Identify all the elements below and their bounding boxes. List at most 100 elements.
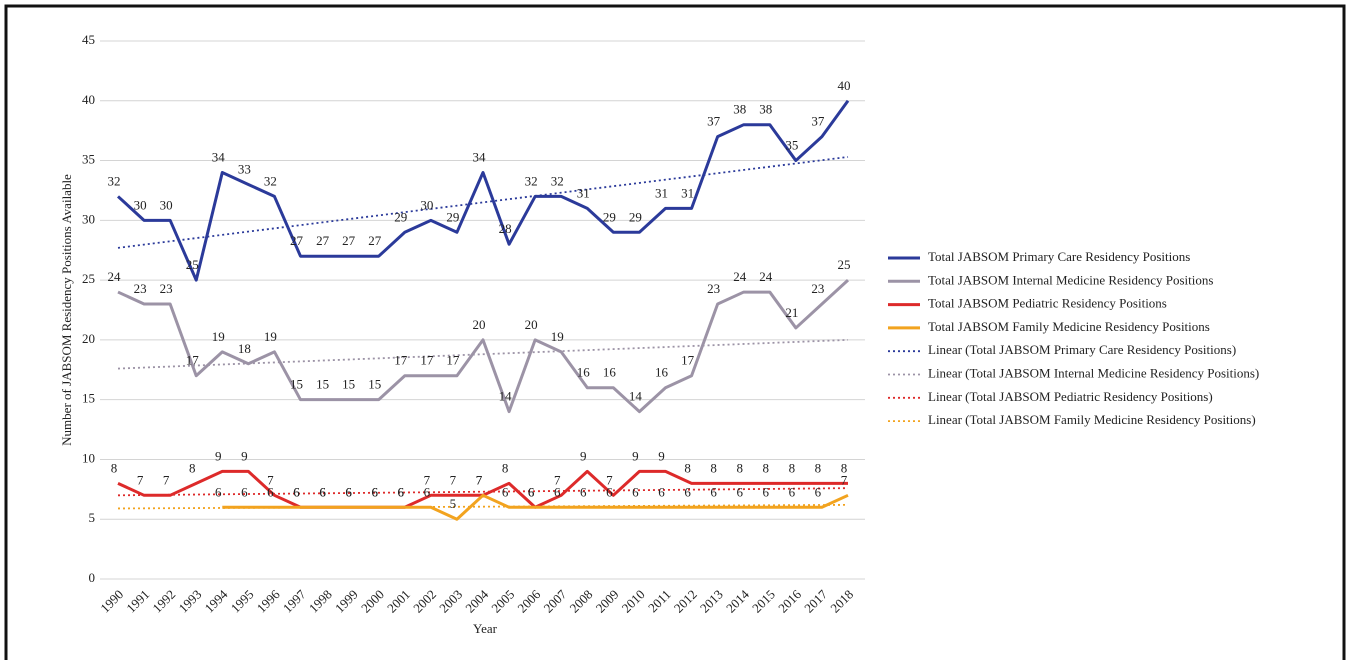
- x-tick-label: 1997: [280, 586, 309, 615]
- data-label: 8: [815, 460, 822, 475]
- data-label: 7: [554, 472, 561, 487]
- data-label: 8: [710, 460, 717, 475]
- series-line: [116, 99, 850, 282]
- data-label: 23: [134, 281, 147, 296]
- trendline: [117, 156, 849, 249]
- data-label: 6: [241, 484, 248, 499]
- x-tick-label: 2007: [540, 586, 569, 615]
- data-label: 9: [658, 448, 665, 463]
- data-label: 8: [684, 460, 691, 475]
- data-label: 6: [580, 484, 587, 499]
- data-label: 17: [394, 353, 408, 368]
- legend-label: Total JABSOM Pediatric Residency Positio…: [928, 296, 1167, 311]
- data-label: 16: [577, 365, 591, 380]
- x-tick-label: 2002: [410, 587, 439, 616]
- data-label: 24: [759, 269, 773, 284]
- data-label: 7: [424, 472, 431, 487]
- data-label: 6: [345, 484, 352, 499]
- data-label: 8: [189, 460, 196, 475]
- x-tick-label: 2010: [619, 587, 648, 616]
- data-label: 7: [450, 472, 457, 487]
- data-label: 32: [551, 173, 564, 188]
- x-tick-label: 2013: [697, 587, 726, 616]
- data-label: 34: [473, 149, 487, 164]
- data-label: 31: [577, 185, 590, 200]
- y-tick-label: 15: [82, 391, 95, 406]
- data-label: 5: [450, 496, 457, 511]
- data-label: 14: [499, 389, 513, 404]
- x-tick-label: 1991: [123, 587, 152, 616]
- y-tick-label: 40: [82, 92, 95, 107]
- data-label: 17: [446, 353, 460, 368]
- data-label: 6: [632, 484, 639, 499]
- data-label: 6: [345, 484, 352, 499]
- trendline: [117, 487, 849, 497]
- data-label: 7: [841, 472, 848, 487]
- data-label: 15: [368, 377, 381, 392]
- x-tick-label: 2001: [384, 587, 413, 616]
- y-tick-label: 30: [82, 211, 95, 226]
- x-tick-label: 2006: [514, 586, 543, 615]
- data-label: 7: [476, 472, 483, 487]
- data-label: 7: [163, 472, 170, 487]
- data-label: 8: [111, 460, 118, 475]
- data-label: 6: [815, 484, 822, 499]
- data-label: 29: [629, 209, 642, 224]
- x-tick-label: 2011: [645, 587, 674, 616]
- y-tick-label: 10: [82, 450, 95, 465]
- y-axis-label: Number of JABSOM Residency Positions Ava…: [59, 174, 74, 446]
- data-label: 31: [681, 185, 694, 200]
- data-label: 6: [371, 484, 378, 499]
- data-label: 17: [420, 353, 434, 368]
- data-label: 25: [186, 257, 199, 272]
- x-tick-label: 2009: [593, 587, 622, 616]
- data-label: 29: [394, 209, 407, 224]
- y-tick-label: 20: [82, 331, 95, 346]
- x-tick-label: 1994: [202, 586, 231, 615]
- data-label: 6: [267, 484, 274, 499]
- data-label: 6: [736, 484, 743, 499]
- data-label: 30: [420, 197, 433, 212]
- x-tick-label: 2003: [436, 587, 465, 616]
- data-label: 7: [137, 472, 144, 487]
- data-label: 9: [215, 448, 222, 463]
- data-label: 18: [238, 341, 251, 356]
- data-label: 37: [811, 114, 825, 129]
- data-label: 17: [681, 353, 695, 368]
- x-tick-label: 1995: [228, 587, 257, 616]
- data-label: 6: [319, 484, 326, 499]
- data-label: 8: [763, 460, 770, 475]
- x-tick-label: 1999: [332, 587, 361, 616]
- data-label: 8: [841, 460, 848, 475]
- data-label: 6: [502, 484, 509, 499]
- data-label: 38: [759, 102, 772, 117]
- legend-label: Linear (Total JABSOM Internal Medicine R…: [928, 365, 1259, 380]
- data-label: 28: [499, 221, 512, 236]
- x-tick-label: 1996: [254, 586, 283, 615]
- data-label: 15: [290, 377, 303, 392]
- data-label: 40: [838, 78, 851, 93]
- data-label: 25: [838, 257, 851, 272]
- data-label: 33: [238, 161, 251, 176]
- data-label: 6: [710, 484, 717, 499]
- data-label: 17: [186, 353, 200, 368]
- data-label: 30: [134, 197, 147, 212]
- data-label: 24: [733, 269, 747, 284]
- x-tick-label: 2014: [723, 586, 752, 615]
- data-label: 27: [342, 233, 356, 248]
- data-label: 6: [319, 484, 326, 499]
- legend-label: Linear (Total JABSOM Family Medicine Res…: [928, 412, 1256, 427]
- data-label: 37: [707, 114, 721, 129]
- data-label: 16: [655, 365, 669, 380]
- x-tick-label: 2005: [488, 587, 517, 616]
- x-tick-label: 2008: [567, 587, 596, 616]
- data-label: 19: [264, 329, 277, 344]
- data-label: 6: [658, 484, 665, 499]
- data-label: 6: [528, 484, 535, 499]
- data-label: 6: [763, 484, 770, 499]
- frame: [4, 4, 1346, 660]
- data-label: 6: [554, 484, 561, 499]
- x-axis-label: Year: [473, 621, 498, 636]
- data-label: 8: [789, 460, 796, 475]
